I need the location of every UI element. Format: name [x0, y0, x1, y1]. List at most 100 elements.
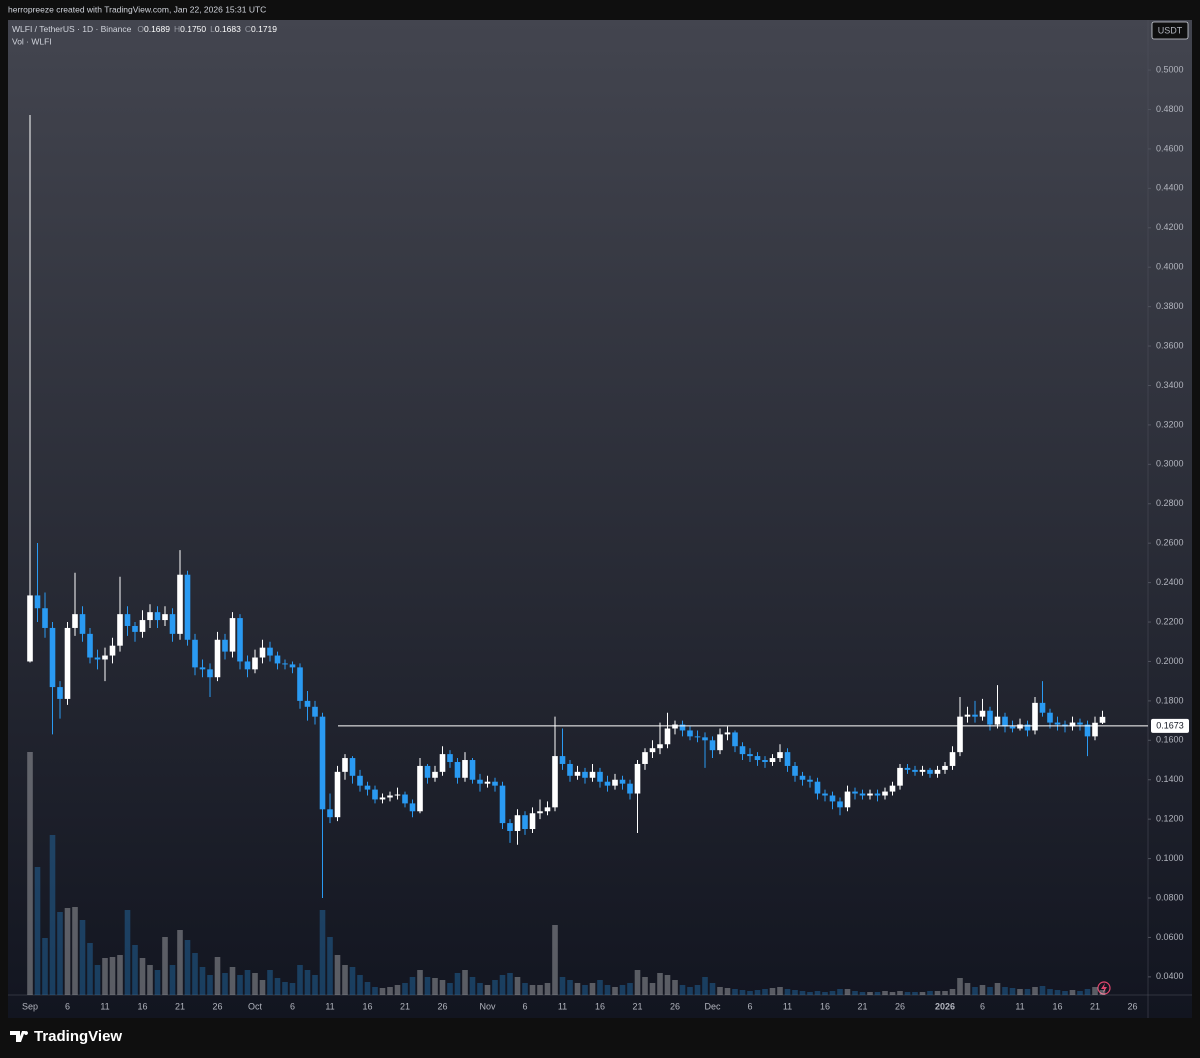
volume-bar [387, 987, 393, 995]
candle-body [289, 664, 296, 668]
volume-bar [334, 955, 341, 995]
volume-bar [327, 937, 333, 995]
candle-body [559, 756, 566, 764]
volume-bar [777, 987, 783, 995]
volume-bar [837, 989, 843, 995]
volume-bar [237, 975, 243, 995]
candle-body [544, 807, 551, 812]
x-tick-label: 16 [595, 1001, 605, 1011]
candle-body [612, 779, 618, 786]
volume-bar [679, 985, 686, 995]
y-tick-label: 0.4800 [1156, 104, 1184, 114]
ohlc-value: 0.1683 [215, 24, 241, 34]
volume-bar [514, 977, 521, 995]
candle-body [987, 710, 993, 725]
candle-body [499, 785, 506, 824]
candle-body [522, 815, 528, 830]
volume-bar [1054, 990, 1061, 995]
volume-bar [1092, 987, 1098, 995]
candle-body [139, 620, 146, 632]
y-tick-label: 0.3600 [1156, 340, 1184, 350]
candle-body [942, 765, 948, 770]
candle-body [904, 767, 911, 770]
volume-bar [282, 982, 288, 995]
volume-bar [687, 987, 693, 995]
x-tick-label: 11 [783, 1001, 792, 1011]
volume-bar [544, 983, 551, 995]
candle-body [777, 752, 783, 759]
candle-body [649, 748, 656, 753]
candle-body [372, 789, 378, 800]
volume-bar [912, 992, 918, 995]
candle-body [537, 811, 543, 814]
candle-body [454, 761, 461, 778]
y-tick-label: 0.3800 [1156, 301, 1184, 311]
volume-bar [642, 977, 648, 995]
volume-bar [1032, 987, 1038, 995]
volume-bar [664, 975, 671, 995]
alert-icon[interactable] [1097, 981, 1111, 995]
volume-bar [364, 982, 371, 995]
volume-bar [829, 991, 836, 995]
y-tick-label: 0.2600 [1156, 538, 1184, 548]
candle-body [417, 765, 423, 812]
volume-bar [27, 752, 33, 995]
volume-bar [814, 991, 821, 995]
candle-body [1009, 726, 1016, 729]
candle-body [1017, 724, 1023, 729]
candle-body [462, 760, 468, 778]
volume-bar [87, 943, 93, 995]
x-tick-label: Dec [704, 1001, 721, 1011]
candle-body [552, 756, 558, 808]
candle-body [214, 639, 221, 678]
x-tick-label: 21 [400, 1001, 410, 1011]
volume-bar [1047, 989, 1053, 995]
volume-bar [784, 989, 791, 995]
candle-body [882, 791, 888, 796]
volume-bar [102, 958, 108, 995]
candle-body [1099, 716, 1106, 723]
y-tick-label: 0.3000 [1156, 459, 1184, 469]
volume-bar [484, 985, 491, 995]
volume-bar [432, 978, 438, 995]
x-tick-label: 6 [522, 1001, 527, 1011]
x-tick-label: 21 [175, 1001, 185, 1011]
candle-body [979, 710, 986, 717]
currency-box[interactable] [1151, 21, 1189, 40]
candle-body [852, 791, 858, 794]
x-tick-label: 21 [857, 1001, 867, 1011]
candle-body [762, 760, 768, 762]
x-tick-label: 11 [325, 1001, 334, 1011]
symbol-legend: WLFI / TetherUS · 1D · Binance O0.1689 H0.… [12, 24, 277, 34]
volume-bar [754, 990, 761, 995]
volume-bar [844, 989, 851, 995]
volume-bar [747, 991, 753, 995]
volume-bar [297, 965, 303, 995]
volume-bar [274, 978, 281, 995]
volume-bar [79, 920, 86, 995]
candle-body [739, 746, 746, 755]
candle-body [769, 758, 776, 762]
x-tick-label: 6 [747, 1001, 752, 1011]
volume-bar [1024, 989, 1031, 995]
volume-bar [852, 991, 858, 995]
candle-body [574, 771, 581, 776]
candle-body [1092, 722, 1098, 737]
x-tick-label: 16 [1052, 1001, 1062, 1011]
candle-body [754, 756, 761, 761]
volume-bar [1077, 991, 1083, 995]
volume-bar [657, 973, 663, 995]
volume-bar [889, 992, 896, 995]
volume-bar [559, 977, 566, 995]
volume-bar [957, 978, 963, 995]
candle-body [1032, 702, 1038, 731]
y-tick-label: 0.1200 [1156, 814, 1184, 824]
candle-body [79, 614, 86, 634]
volume-bar [132, 945, 138, 995]
candle-body [724, 732, 731, 735]
volume-bar [987, 987, 993, 995]
x-tick-label: 26 [1127, 1001, 1137, 1011]
x-tick-label: 16 [820, 1001, 830, 1011]
candle-body [229, 618, 236, 652]
